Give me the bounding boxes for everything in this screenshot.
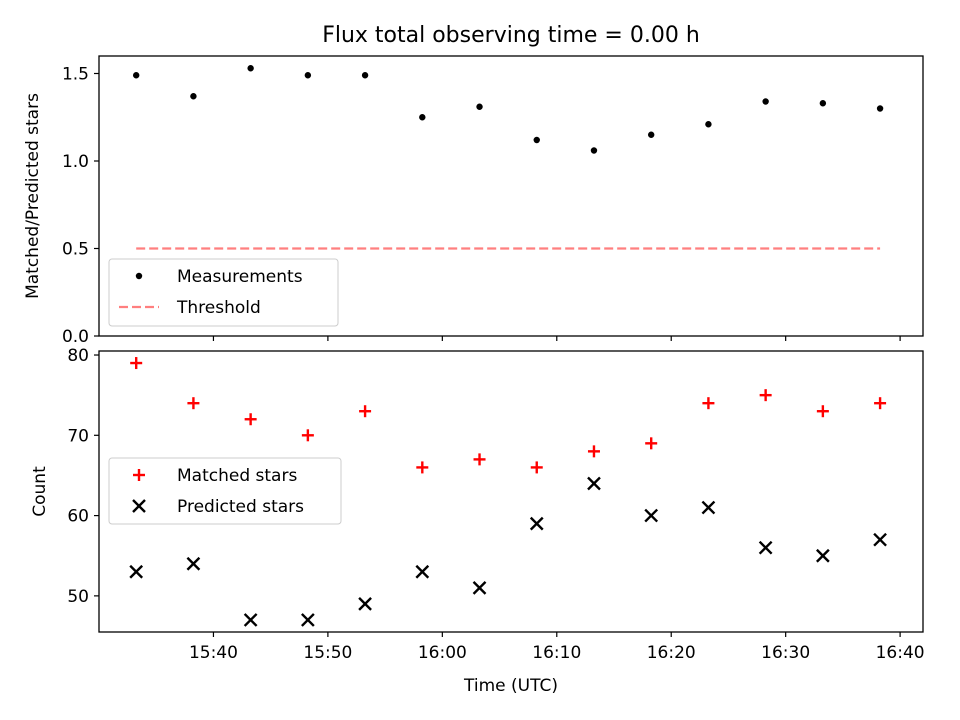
matched-stars-point [359, 405, 372, 418]
y-tick-label: 0.0 [62, 327, 89, 347]
y-tick-label: 60 [67, 507, 89, 527]
legend: Matched stars Predicted stars [108, 457, 342, 525]
y-tick-label: 1.0 [62, 152, 89, 172]
x-tick-label: 16:30 [761, 643, 810, 663]
x-b [186, 556, 201, 571]
matched-stars-point [416, 461, 429, 474]
axes-frame [98, 350, 924, 633]
legend-marker-measurements [135, 272, 143, 280]
predicted-stars-point [529, 516, 544, 531]
measurement-point [533, 136, 540, 144]
x-tick-label: 16:40 [876, 643, 925, 663]
y-tick-label: 1.5 [62, 65, 89, 85]
x-b [472, 580, 487, 595]
predicted-stars-point [129, 564, 144, 579]
matched-stars-point [244, 413, 257, 426]
matched-stars-point [187, 397, 200, 410]
legend: Measurements Threshold [108, 258, 339, 327]
predicted-stars-point [644, 508, 659, 523]
axes-frame [98, 55, 924, 337]
measurement-point [476, 103, 483, 110]
y-tick-label: 80 [67, 346, 89, 366]
x-b [758, 540, 773, 555]
measurement-point [647, 131, 655, 138]
predicted-stars-point [587, 476, 601, 491]
x-tick-label: 15:40 [189, 643, 238, 663]
y-tick-label: 0.5 [62, 240, 89, 260]
x-tick-label: 16:10 [532, 643, 581, 663]
predicted-stars-point [701, 500, 716, 515]
matched-stars-point [530, 461, 543, 474]
x-b [129, 564, 144, 579]
x-b [529, 516, 544, 531]
predicted-stars-point [472, 580, 487, 595]
top-panel: 0.0 0.5 1.0 1.5 Matched/Predicted stars Measu… [23, 55, 924, 347]
predicted-stars-point [415, 564, 430, 579]
x-b [301, 613, 315, 627]
legend-marker-predicted [132, 499, 146, 513]
measurement-point [819, 100, 827, 107]
predicted-stars-point [358, 597, 372, 611]
matched-stars-point [473, 453, 486, 466]
x-b [415, 564, 430, 579]
legend-label: Matched stars [177, 466, 297, 486]
y-tick-label: 50 [67, 587, 89, 607]
x-tick-label: 16:00 [418, 643, 467, 663]
x-b [587, 476, 601, 491]
y-axis-label: Count [30, 466, 50, 517]
x-b [243, 613, 258, 627]
predicted-stars-point [243, 613, 258, 627]
measurement-point [190, 93, 197, 100]
x-b [358, 597, 372, 611]
measurement-point [419, 114, 426, 121]
legend-label: Measurements [177, 267, 303, 287]
x-axis-label: Time (UTC) [463, 676, 558, 696]
predicted-stars-point [301, 613, 315, 627]
predicted-stars-point [758, 540, 773, 555]
measurement-point [361, 72, 369, 79]
matched-stars-point [816, 405, 829, 418]
matched-stars-point [645, 437, 658, 450]
predicted-stars-point [816, 548, 830, 563]
measurement-point [762, 98, 769, 105]
predicted-stars-point [873, 532, 887, 547]
x-b [816, 548, 830, 563]
y-axis-label: Matched/Predicted stars [23, 93, 43, 299]
matched-stars-point [702, 397, 715, 410]
x-b [873, 532, 887, 547]
measurement-point [876, 105, 884, 112]
x-tick-label: 16:20 [647, 643, 696, 663]
chart-title: Flux total observing time = 0.00 h [322, 23, 700, 48]
measurement-point [705, 121, 712, 128]
legend-label: Predicted stars [177, 497, 304, 517]
matched-stars-point [130, 357, 143, 370]
x-b [132, 499, 146, 513]
legend-marker-matched [133, 469, 145, 481]
matched-stars-point [301, 429, 314, 442]
predicted-stars-point [186, 556, 201, 571]
matched-stars-point [874, 397, 887, 410]
legend-label: Threshold [176, 298, 261, 318]
measurement-point [247, 65, 254, 72]
matched-stars-point [587, 445, 600, 458]
x-b [644, 508, 659, 523]
measurement-point [304, 72, 312, 79]
legend-box [108, 258, 339, 327]
x-b [701, 500, 716, 515]
bottom-panel: 50 60 70 80 15:40 15:50 16:00 16:10 16:20 16:30 16… [30, 346, 925, 696]
y-tick-label: 70 [67, 426, 89, 446]
measurement-point [590, 147, 598, 154]
legend-box [108, 457, 342, 525]
matched-stars-point [759, 389, 772, 402]
x-tick-label: 15:50 [303, 643, 352, 663]
measurement-point [132, 72, 140, 79]
